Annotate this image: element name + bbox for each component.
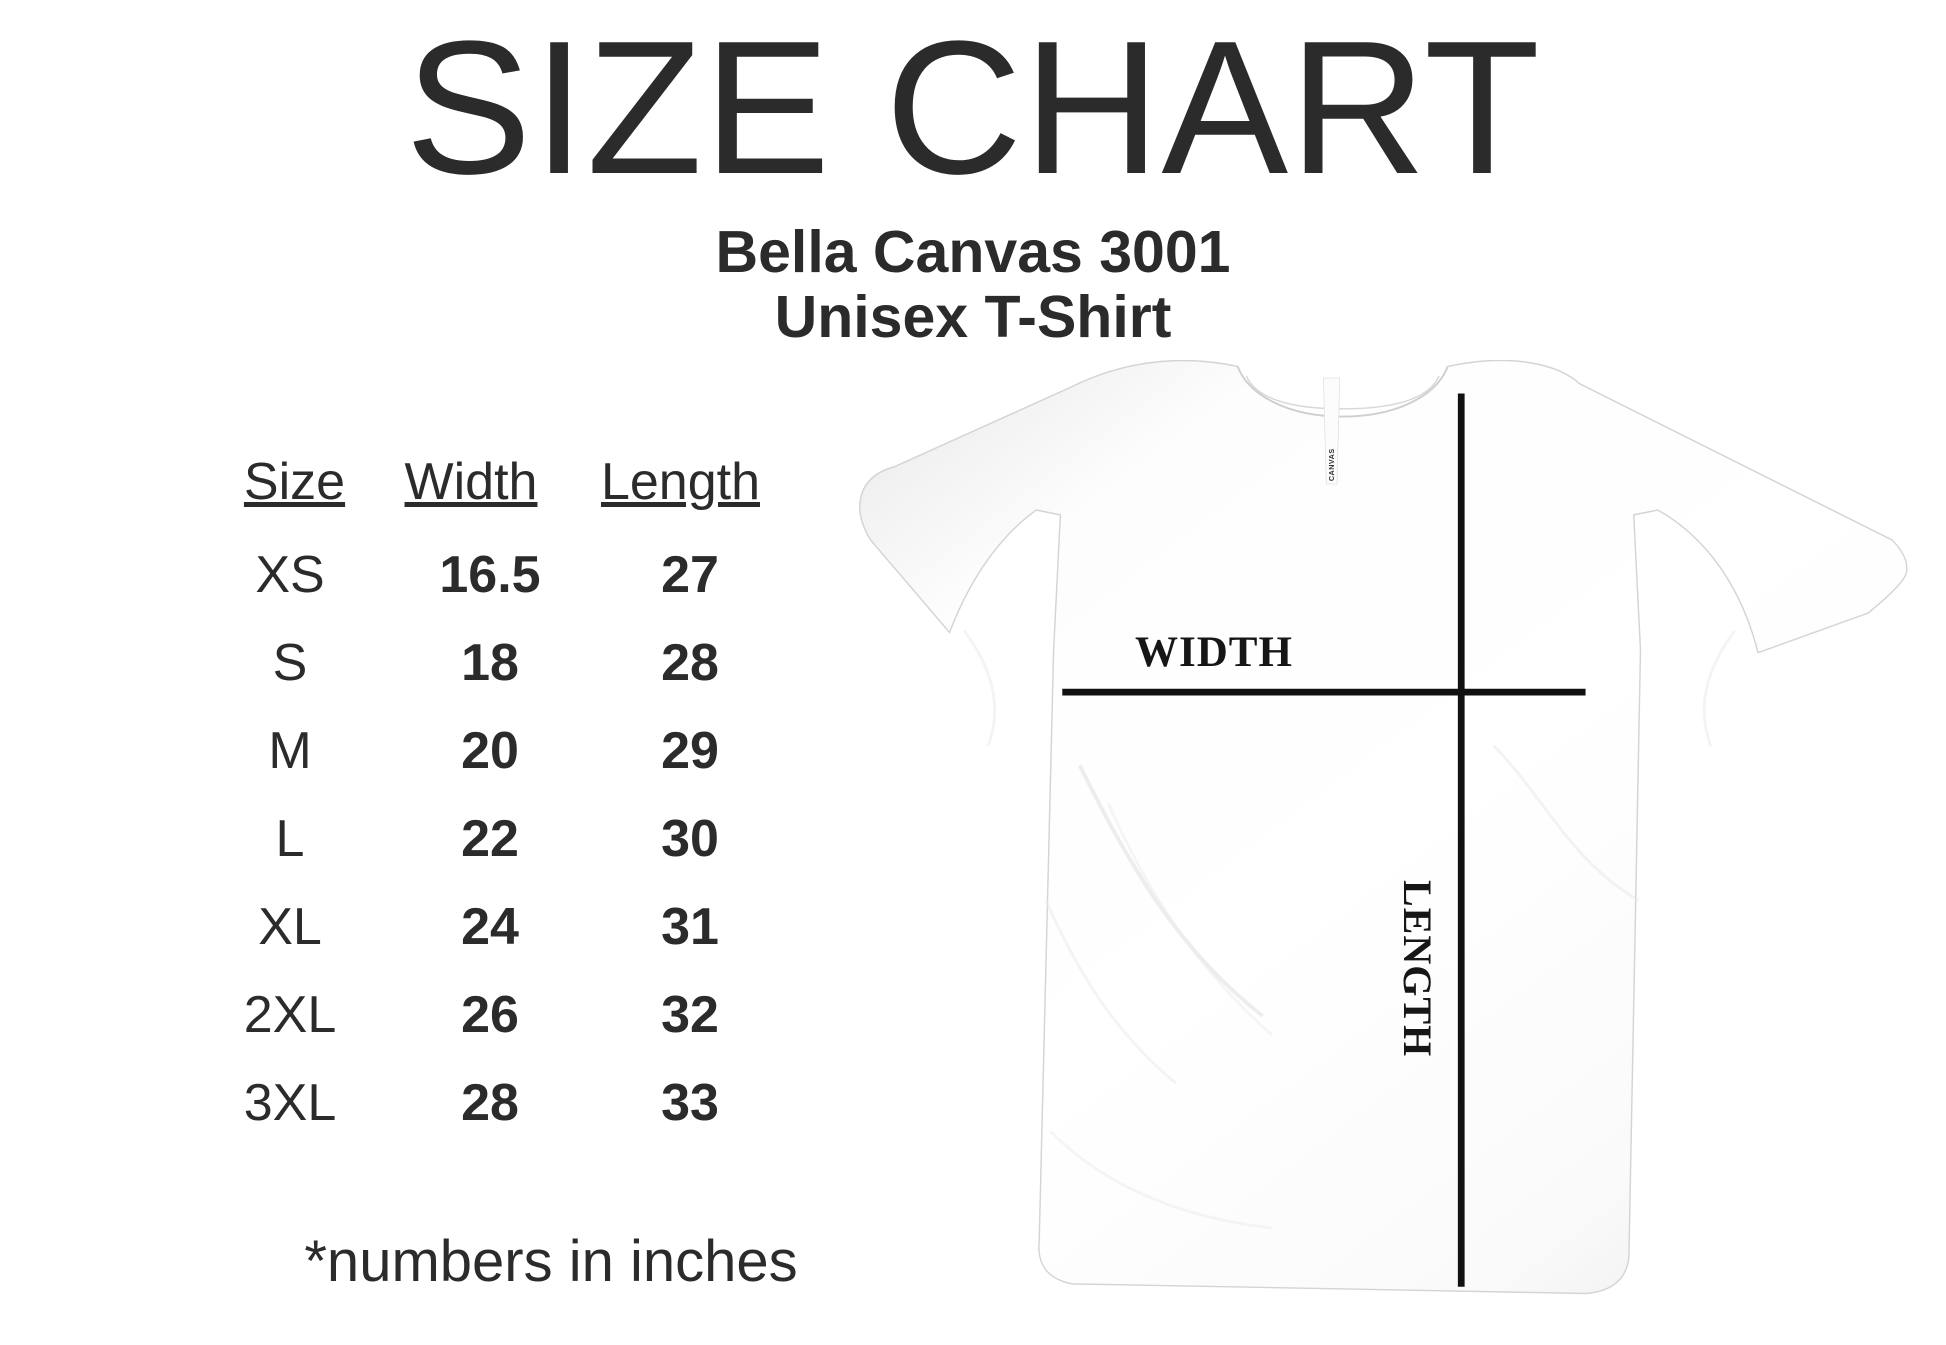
svg-text:CANVAS: CANVAS bbox=[1327, 448, 1336, 481]
